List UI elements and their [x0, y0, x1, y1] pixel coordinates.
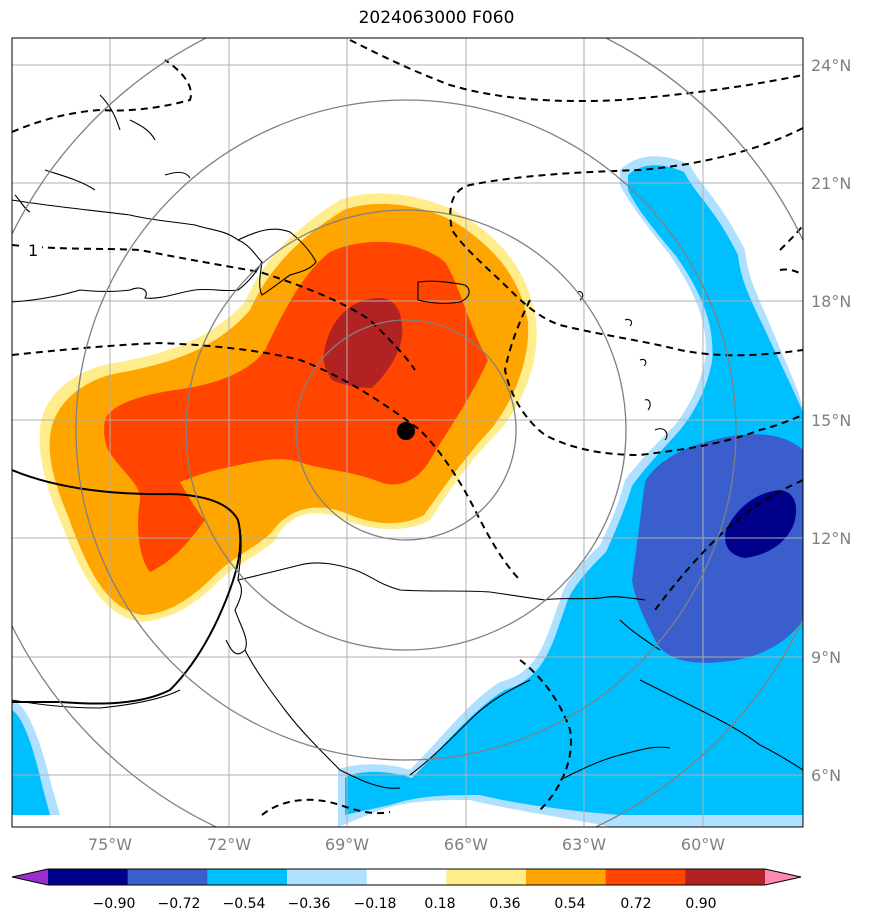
border-line [12, 469, 242, 705]
lat-label: 21°N [811, 174, 851, 193]
colorbar-tick-label: 0.54 [554, 896, 585, 912]
contour-label-bg [22, 238, 42, 260]
lat-label: 12°N [811, 529, 851, 548]
strong-positive-anomaly [323, 298, 403, 388]
lat-label: 15°N [811, 411, 851, 430]
colorbar-tick-label: 0.72 [620, 896, 651, 912]
colorbar-tick-label: −0.72 [158, 896, 201, 912]
lon-label: 66°W [444, 835, 488, 854]
colorbar-segment [605, 869, 686, 885]
graticule [12, 38, 803, 827]
lon-label: 60°W [681, 835, 725, 854]
colorbar-outline [11, 868, 802, 886]
lat-label: 18°N [811, 292, 851, 311]
longitude-labels: 75°W 72°W 69°W 66°W 63°W 60°W [88, 835, 725, 854]
colorbar-extend-max [765, 869, 801, 885]
colorbar-segment [685, 869, 766, 885]
lon-label: 75°W [88, 835, 132, 854]
colorbar-tick-label: 0.90 [685, 896, 716, 912]
colorbar-segment [366, 869, 447, 885]
colorbar-tick-label: −0.36 [288, 896, 331, 912]
colorbar-extend-min [12, 869, 48, 885]
negative-anomaly-west-inner [12, 710, 50, 815]
map-frame [11, 37, 804, 828]
colorbar-tick-label: −0.90 [93, 896, 136, 912]
latitude-labels: 24°N 21°N 18°N 15°N 12°N 9°N 6°N [811, 56, 851, 785]
strong-negative-anomaly [724, 490, 797, 558]
lat-label: 24°N [811, 56, 851, 75]
colorbar-segment [48, 869, 129, 885]
colorbar-segment [207, 869, 288, 885]
colorbar-segment [287, 869, 368, 885]
lon-label: 63°W [562, 835, 606, 854]
colorbar-tick-label: 0.18 [424, 896, 455, 912]
colorbar [11, 868, 802, 886]
map-title: 2024063000 F060 [358, 8, 515, 28]
contour-lines [12, 39, 803, 816]
lon-label: 72°W [207, 835, 251, 854]
lat-label: 9°N [811, 648, 841, 667]
lon-label: 69°W [325, 835, 369, 854]
colorbar-tick-label: −0.18 [354, 896, 397, 912]
map-plot-area: 1 [12, 38, 803, 827]
colorbar-segment [127, 869, 208, 885]
storm-center-marker [397, 422, 415, 440]
colorbar-tick-label: 0.36 [489, 896, 520, 912]
contour-label: 1 [28, 241, 38, 260]
range-rings [12, 38, 803, 827]
colorbar-segment [446, 869, 527, 885]
colorbar-segment [526, 869, 607, 885]
colorbar-tick-label: −0.54 [223, 896, 266, 912]
negative-anomaly [632, 434, 803, 663]
lat-label: 6°N [811, 766, 841, 785]
colorbar-tick-labels: −0.90 −0.72 −0.54 −0.36 −0.18 0.18 0.36 … [93, 896, 717, 912]
